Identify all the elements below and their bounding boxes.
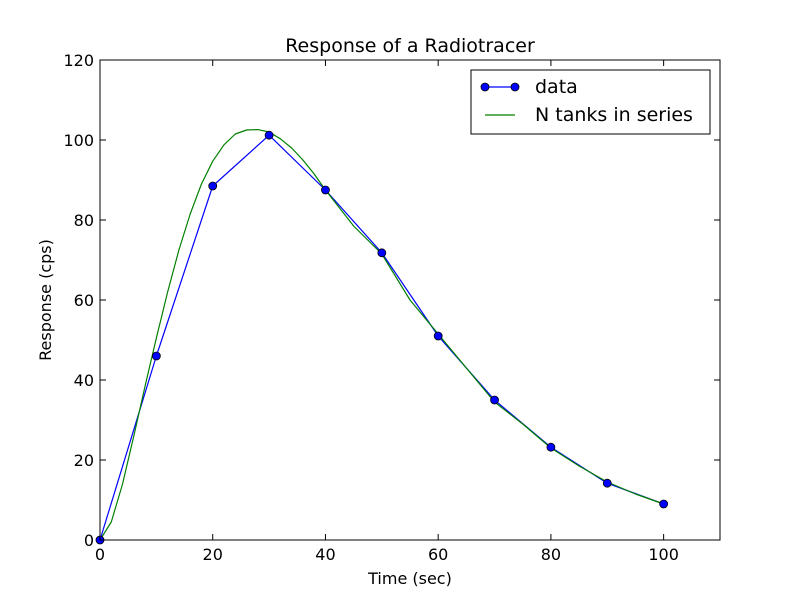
data-point (546, 442, 556, 452)
data-point (602, 478, 612, 488)
chart-title: Response of a Radiotracer (285, 35, 535, 57)
ticks-layer: 0 20 40 60 80 100 0 20 40 60 80 100 120 (63, 51, 720, 564)
data-point (377, 248, 387, 258)
legend-tanks-label: N tanks in series (535, 104, 693, 126)
y-tick-label: 120 (63, 51, 94, 70)
plot-frame (99, 59, 721, 541)
x-tick-label: 0 (95, 545, 105, 564)
x-tick-label: 20 (203, 545, 223, 564)
x-tick-label: 80 (541, 545, 561, 564)
data-point (151, 351, 161, 361)
y-tick-label: 60 (74, 291, 94, 310)
series-layer (95, 129, 669, 545)
data-point (321, 185, 330, 195)
legend: data N tanks in series (470, 69, 711, 135)
data-point (264, 130, 274, 140)
data-point (208, 181, 218, 191)
y-tick-label: 100 (63, 131, 94, 150)
legend-data-label: data (535, 76, 578, 98)
data-point (433, 331, 443, 341)
data-point (659, 499, 669, 509)
x-tick-label: 40 (315, 545, 335, 564)
y-axis-label: Response (cps) (36, 239, 55, 361)
data-point (490, 395, 499, 405)
y-tick-label: 80 (74, 211, 94, 230)
legend-box (470, 69, 711, 135)
series-line-1 (99, 129, 664, 541)
legend-data-marker (480, 82, 490, 92)
x-axis-label: Time (sec) (367, 569, 452, 588)
y-tick-label: 40 (74, 371, 94, 390)
series-line-0 (99, 134, 664, 541)
x-tick-label: 100 (648, 545, 679, 564)
y-tick-label: 20 (74, 451, 94, 470)
legend-data-marker (510, 82, 520, 92)
x-tick-label: 60 (428, 545, 448, 564)
y-tick-label: 0 (84, 531, 94, 550)
